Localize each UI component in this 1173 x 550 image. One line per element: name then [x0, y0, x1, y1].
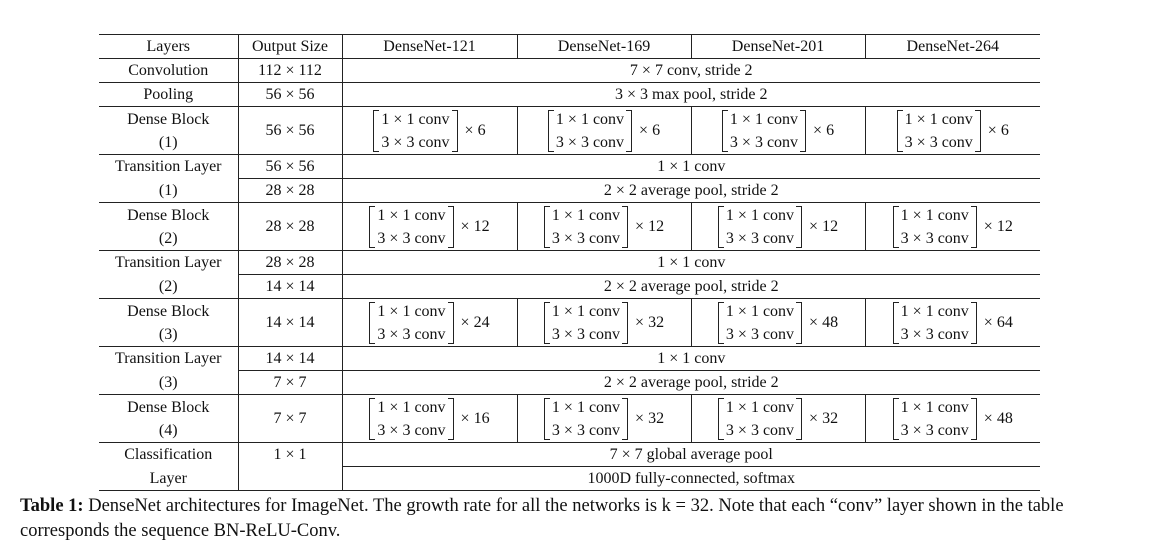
layer-name: (1)	[99, 178, 239, 203]
repeat-count: × 32	[635, 410, 665, 427]
table-row: Dense Block (3) 14 × 14 1 × 1 conv 3 × 3 c…	[99, 298, 1040, 347]
layer-name: Transition Layer	[99, 250, 239, 275]
header-densenet-264: DenseNet-264	[865, 34, 1040, 59]
output-size: 28 × 28	[238, 178, 343, 203]
layer-config: 7 × 7 global average pool	[342, 442, 1040, 467]
repeat-count: × 16	[460, 410, 490, 427]
table-row: Dense Block (4) 7 × 7 1 × 1 conv 3 × 3 con…	[99, 394, 1040, 443]
header-densenet-121: DenseNet-121	[342, 34, 518, 59]
output-size: 56 × 56	[238, 82, 343, 107]
output-size-empty	[238, 466, 343, 491]
layer-name: (3)	[99, 370, 239, 395]
layer-name: Dense Block (2)	[99, 202, 239, 251]
table-caption: Table 1: DenseNet architectures for Imag…	[20, 494, 1145, 544]
table-row: (3) 7 × 7 2 × 2 average pool, stride 2	[99, 370, 1040, 395]
table-row: Pooling 56 × 56 3 × 3 max pool, stride 2	[99, 82, 1040, 107]
dense-block-config: 1 × 1 conv 3 × 3 conv × 48	[691, 298, 866, 347]
dense-block-config: 1 × 1 conv 3 × 3 conv × 12	[342, 202, 518, 251]
output-size: 56 × 56	[238, 154, 343, 179]
output-size: 28 × 28	[238, 250, 343, 275]
layer-config: 1 × 1 conv	[342, 250, 1040, 275]
layer-name: Convolution	[99, 58, 239, 83]
layer-name: Layer	[99, 466, 239, 491]
layer-name: Classification	[99, 442, 239, 467]
table-row: Convolution 112 × 112 7 × 7 conv, stride…	[99, 58, 1040, 83]
output-size: 14 × 14	[238, 298, 343, 347]
layer-name: Dense Block (1)	[99, 106, 239, 155]
caption-text: DenseNet architectures for ImageNet. The…	[20, 496, 1064, 541]
dense-block-config: 1 × 1 conv 3 × 3 conv × 6	[342, 106, 518, 155]
repeat-count: × 64	[983, 314, 1013, 331]
repeat-count: × 48	[809, 314, 839, 331]
layer-config: 3 × 3 max pool, stride 2	[342, 82, 1040, 107]
dense-block-config: 1 × 1 conv 3 × 3 conv × 12	[517, 202, 692, 251]
table-row: Dense Block (1) 56 × 56 1 × 1 conv 3 × 3 c…	[99, 106, 1040, 155]
dense-block-config: 1 × 1 conv 3 × 3 conv × 64	[865, 298, 1040, 347]
repeat-count: × 48	[983, 410, 1013, 427]
dense-block-config: 1 × 1 conv 3 × 3 conv × 12	[691, 202, 866, 251]
repeat-count: × 6	[987, 122, 1009, 139]
layer-config: 7 × 7 conv, stride 2	[342, 58, 1040, 83]
table-row: Classification 1 × 1 7 × 7 global averag…	[99, 442, 1040, 467]
dense-block-config: 1 × 1 conv 3 × 3 conv × 6	[865, 106, 1040, 155]
repeat-count: × 12	[460, 218, 490, 235]
table-row: Dense Block (2) 28 × 28 1 × 1 conv 3 × 3 c…	[99, 202, 1040, 251]
dense-block-config: 1 × 1 conv 3 × 3 conv × 16	[342, 394, 518, 443]
layer-config: 1 × 1 conv	[342, 154, 1040, 179]
dense-block-config: 1 × 1 conv 3 × 3 conv × 32	[691, 394, 866, 443]
layer-config: 1000D fully-connected, softmax	[342, 466, 1040, 491]
caption-label: Table 1:	[20, 496, 84, 516]
output-size: 56 × 56	[238, 106, 343, 155]
table-row: Transition Layer 56 × 56 1 × 1 conv	[99, 154, 1040, 179]
repeat-count: × 32	[635, 314, 665, 331]
output-size: 7 × 7	[238, 394, 343, 443]
layer-name: Transition Layer	[99, 346, 239, 371]
dense-block-config: 1 × 1 conv 3 × 3 conv × 12	[865, 202, 1040, 251]
repeat-count: × 6	[464, 122, 486, 139]
table-row: Transition Layer 28 × 28 1 × 1 conv	[99, 250, 1040, 275]
layer-config: 1 × 1 conv	[342, 346, 1040, 371]
repeat-count: × 12	[809, 218, 839, 235]
layer-config: 2 × 2 average pool, stride 2	[342, 274, 1040, 299]
densenet-architecture-table: Layers Output Size DenseNet-121 DenseNet…	[99, 34, 1040, 491]
dense-block-config: 1 × 1 conv 3 × 3 conv × 6	[517, 106, 692, 155]
table-row: Layer 1000D fully-connected, softmax	[99, 466, 1040, 491]
repeat-count: × 6	[813, 122, 835, 139]
header-layers: Layers	[99, 34, 239, 59]
repeat-count: × 12	[635, 218, 665, 235]
layer-config: 2 × 2 average pool, stride 2	[342, 178, 1040, 203]
output-size: 14 × 14	[238, 346, 343, 371]
layer-name: Pooling	[99, 82, 239, 107]
header-densenet-201: DenseNet-201	[691, 34, 866, 59]
dense-block-config: 1 × 1 conv 3 × 3 conv × 24	[342, 298, 518, 347]
table-row: (2) 14 × 14 2 × 2 average pool, stride 2	[99, 274, 1040, 299]
dense-block-config: 1 × 1 conv 3 × 3 conv × 6	[691, 106, 866, 155]
layer-name: Transition Layer	[99, 154, 239, 179]
dense-block-config: 1 × 1 conv 3 × 3 conv × 32	[517, 298, 692, 347]
header-output-size: Output Size	[238, 34, 343, 59]
table-row: (1) 28 × 28 2 × 2 average pool, stride 2	[99, 178, 1040, 203]
repeat-count: × 12	[983, 218, 1013, 235]
header-densenet-169: DenseNet-169	[517, 34, 692, 59]
output-size: 14 × 14	[238, 274, 343, 299]
output-size: 28 × 28	[238, 202, 343, 251]
output-size: 1 × 1	[238, 442, 343, 467]
layer-config: 2 × 2 average pool, stride 2	[342, 370, 1040, 395]
table-header-row: Layers Output Size DenseNet-121 DenseNet…	[99, 34, 1040, 59]
layer-name: Dense Block (4)	[99, 394, 239, 443]
table-row: Transition Layer 14 × 14 1 × 1 conv	[99, 346, 1040, 371]
layer-name: Dense Block (3)	[99, 298, 239, 347]
repeat-count: × 6	[639, 122, 661, 139]
dense-block-config: 1 × 1 conv 3 × 3 conv × 32	[517, 394, 692, 443]
dense-block-config: 1 × 1 conv 3 × 3 conv × 48	[865, 394, 1040, 443]
repeat-count: × 32	[809, 410, 839, 427]
repeat-count: × 24	[460, 314, 490, 331]
output-size: 7 × 7	[238, 370, 343, 395]
layer-name: (2)	[99, 274, 239, 299]
output-size: 112 × 112	[238, 58, 343, 83]
